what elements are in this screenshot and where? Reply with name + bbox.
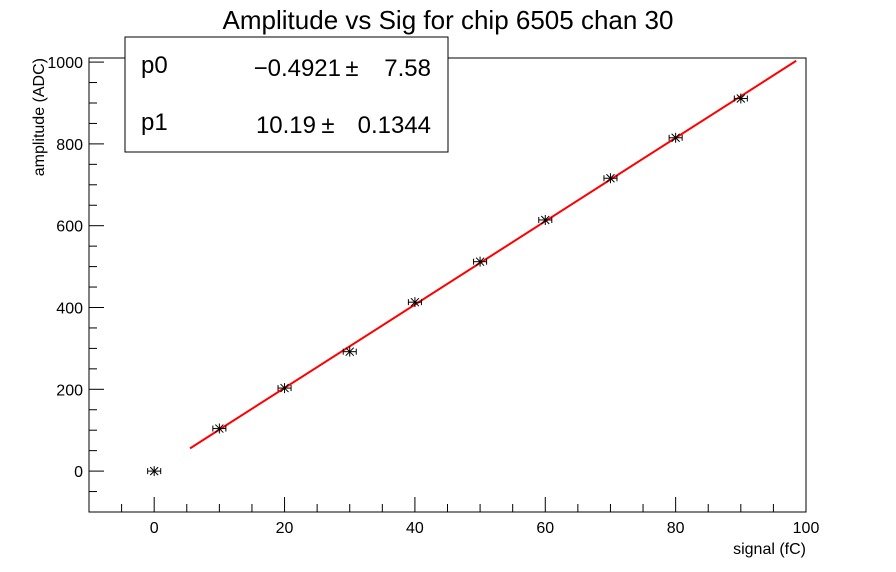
- x-tick-label: 60: [536, 520, 554, 537]
- star-marker: [345, 346, 355, 357]
- data-point: [147, 466, 162, 477]
- x-tick-label: 100: [793, 520, 820, 537]
- x-axis: 0 20 40 60 80 100: [88, 497, 820, 537]
- fit-parameters-box: p0 −0.4921 ± 7.58 p1 10.19 ± 0.1344: [124, 36, 449, 153]
- star-marker: [671, 132, 680, 143]
- fit-param-pm-p1: ±: [321, 112, 334, 139]
- data-point: [212, 423, 227, 434]
- fit-param-pm-p0: ±: [345, 55, 358, 82]
- y-tick-label: 600: [56, 219, 83, 236]
- points-layer: [147, 93, 748, 477]
- fit-param-value-p1: 10.19: [256, 112, 316, 139]
- fit-parameters-frame: [124, 36, 449, 153]
- y-tick-label: 1000: [47, 55, 83, 72]
- x-tick-label: 40: [406, 520, 424, 537]
- chart-title: Amplitude vs Sig for chip 6505 chan 30: [223, 5, 674, 35]
- star-marker: [410, 297, 420, 308]
- x-axis-label: signal (fC): [733, 541, 806, 558]
- star-marker: [215, 423, 224, 434]
- data-point: [277, 383, 292, 394]
- x-tick-label: 0: [150, 520, 159, 537]
- y-tick-label: 800: [56, 137, 83, 154]
- star-marker: [736, 93, 746, 104]
- fit-param-error-p1: 0.1344: [358, 112, 431, 139]
- y-axis: 0 200 400 600 800 1000: [47, 55, 104, 513]
- fit-param-value-p0: −0.4921: [254, 55, 341, 82]
- fit-line: [189, 59, 797, 450]
- y-tick-label: 0: [74, 464, 83, 481]
- data-point: [668, 132, 683, 143]
- y-axis-label: amplitude (ADC): [31, 58, 48, 176]
- star-marker: [475, 256, 485, 267]
- fit-param-error-p0: 7.58: [384, 55, 431, 82]
- data-point: [473, 256, 488, 267]
- star-marker: [280, 383, 289, 394]
- data-point: [733, 93, 748, 104]
- data-point: [603, 173, 618, 184]
- data-point: [538, 214, 553, 225]
- x-tick-label: 80: [667, 520, 685, 537]
- x-tick-label: 20: [276, 520, 294, 537]
- fit-param-name-p1: p1: [141, 109, 168, 136]
- star-marker: [606, 173, 615, 184]
- fit-param-name-p0: p0: [141, 52, 168, 79]
- fit-layer: [189, 59, 797, 450]
- y-tick-label: 400: [56, 300, 83, 317]
- data-point: [407, 297, 422, 308]
- data-point: [342, 346, 357, 357]
- y-tick-label: 200: [56, 382, 83, 399]
- star-marker: [540, 214, 550, 225]
- star-marker: [149, 466, 159, 477]
